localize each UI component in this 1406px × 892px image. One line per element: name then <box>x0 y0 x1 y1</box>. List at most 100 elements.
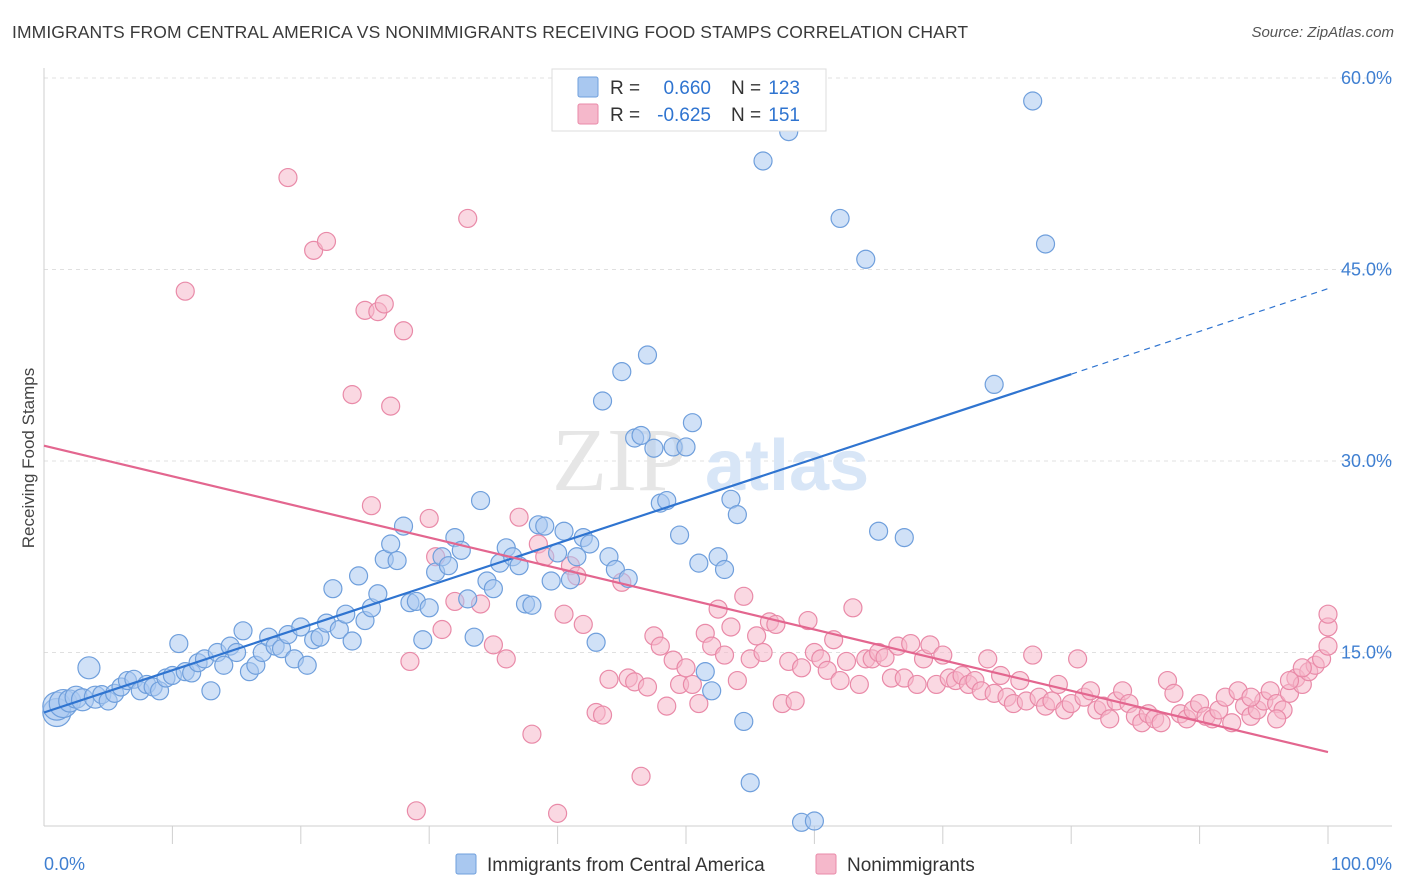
nonimmigrants-point-21 <box>509 507 529 527</box>
trend-lines <box>43 288 1329 754</box>
nonimmigrants-point-10 <box>393 321 414 341</box>
legend-r-value-1: 0.660 <box>663 78 711 99</box>
nonimmigrants-point-68 <box>836 651 857 672</box>
nonimmigrants-point-61 <box>791 658 812 678</box>
nonimmigrants-point-60 <box>785 691 805 711</box>
nonimmigrants-point-51 <box>727 670 747 691</box>
immigrants-point-67 <box>470 490 491 511</box>
immigrants-point-25 <box>201 681 221 701</box>
nonimmigrants-point-90 <box>978 649 998 669</box>
nonimmigrants-point-12 <box>406 801 426 821</box>
immigrants-point-100 <box>682 413 703 433</box>
legend-bottom-swatch-blue <box>455 853 477 875</box>
y-tick-label-45: 45.0% <box>1341 260 1392 280</box>
legend-bottom-label-nonimmigrants: Nonimmigrants <box>847 855 975 876</box>
x-tick-label-100: 100.0% <box>1331 854 1392 874</box>
immigrants-point-105 <box>714 559 735 580</box>
immigrants-point-93 <box>637 345 658 365</box>
legend-bottom: Immigrants from Central America Nonimmig… <box>455 853 975 876</box>
immigrants-point-103 <box>702 681 722 701</box>
nonimmigrants-point-101 <box>1048 674 1068 695</box>
legend-r-value-2: -0.625 <box>657 105 711 126</box>
legend-top: R = 0.660 N = 123 R = -0.625 N = 151 <box>551 68 827 132</box>
nonimmigrants-point-69 <box>843 598 863 618</box>
nonimmigrants-point-45 <box>689 693 709 714</box>
nonimmigrants-point-19 <box>483 635 503 655</box>
nonimmigrants-point-0 <box>175 281 195 301</box>
immigrants-point-30 <box>233 621 253 641</box>
immigrants-point-47 <box>342 631 362 651</box>
legend-bottom-swatch-pink <box>815 853 837 875</box>
immigrants-point-65 <box>458 589 478 609</box>
immigrants-point-113 <box>804 811 825 831</box>
nonimmigrants-point-26 <box>554 604 574 624</box>
immigrants-point-107 <box>727 505 747 525</box>
immigrants-point-59 <box>419 598 439 618</box>
nonimmigrants-point-4 <box>342 385 362 405</box>
nonimmigrants-point-22 <box>522 724 542 744</box>
nonimmigrants-point-62 <box>798 610 818 631</box>
nonimmigrants-point-70 <box>849 674 869 695</box>
nonimmigrants-point-25 <box>547 803 568 823</box>
nonimmigrants-point-17 <box>458 208 478 229</box>
nonimmigrants-point-67 <box>830 670 850 691</box>
immigrants-point-118 <box>984 374 1004 394</box>
nonimmigrants-points <box>175 167 1338 823</box>
immigrants-point-20 <box>169 633 189 654</box>
immigrants-point-82 <box>567 547 587 567</box>
immigrants-point-66 <box>464 627 484 647</box>
legend-swatch-blue <box>577 76 599 98</box>
nonimmigrants-point-11 <box>400 651 420 672</box>
immigrants-point-116 <box>868 521 889 541</box>
immigrants-point-84 <box>580 534 600 554</box>
nonimmigrants-point-44 <box>682 674 703 695</box>
nonimmigrants-point-74 <box>875 648 895 668</box>
immigrants-point-75 <box>522 595 542 615</box>
x-axis-ticks <box>171 826 1329 844</box>
immigrants-point-115 <box>856 249 876 269</box>
nonimmigrants-point-37 <box>637 677 658 697</box>
nonimmigrants-point-143 <box>1318 636 1338 656</box>
nonimmigrants-point-49 <box>714 645 735 665</box>
immigrants-point-86 <box>592 391 613 411</box>
legend-r-label-2: R = <box>610 105 640 126</box>
immigrants-point-48 <box>348 566 369 586</box>
nonimmigrants-point-149 <box>1292 658 1312 678</box>
immigrants-point-58 <box>413 630 433 650</box>
nonimmigrants-point-147 <box>1241 687 1261 707</box>
immigrants-point-54 <box>387 550 407 571</box>
nonimmigrants-point-31 <box>592 705 613 725</box>
nonimmigrants-point-55 <box>753 642 773 663</box>
immigrants-trend-line <box>43 373 1072 714</box>
nonimmigrants-point-78 <box>901 633 921 654</box>
nonimmigrants-point-52 <box>734 586 754 606</box>
legend-swatch-pink <box>577 103 599 125</box>
immigrants-point-69 <box>483 579 503 599</box>
immigrants-point-119 <box>1023 91 1043 111</box>
immigrants-point-6 <box>77 656 101 680</box>
nonimmigrants-point-39 <box>650 636 670 656</box>
nonimmigrants-point-40 <box>657 696 677 716</box>
immigrants-point-80 <box>554 521 574 541</box>
immigrants-point-44 <box>323 579 343 599</box>
legend-n-label-2: N = <box>731 105 761 126</box>
nonimmigrants-point-109 <box>1100 709 1120 729</box>
nonimmigrants-point-29 <box>573 614 593 635</box>
immigrants-point-53 <box>381 534 401 554</box>
immigrants-point-40 <box>297 655 317 675</box>
nonimmigrants-point-119 <box>1164 683 1184 703</box>
nonimmigrants-point-20 <box>496 649 516 669</box>
nonimmigrants-point-145 <box>1318 604 1338 624</box>
immigrants-point-77 <box>535 516 555 536</box>
nonimmigrants-point-3 <box>316 231 337 252</box>
nonimmigrants-point-6 <box>361 496 382 516</box>
immigrants-point-85 <box>586 632 606 652</box>
nonimmigrants-point-32 <box>599 669 619 689</box>
legend-r-label-1: R = <box>610 78 640 99</box>
nonimmigrants-point-50 <box>721 617 741 637</box>
immigrants-point-78 <box>541 571 561 591</box>
immigrants-trend-extension <box>1071 288 1329 375</box>
legend-bottom-label-immigrants: Immigrants from Central America <box>487 855 765 876</box>
y-tick-label-15: 15.0% <box>1341 643 1392 663</box>
